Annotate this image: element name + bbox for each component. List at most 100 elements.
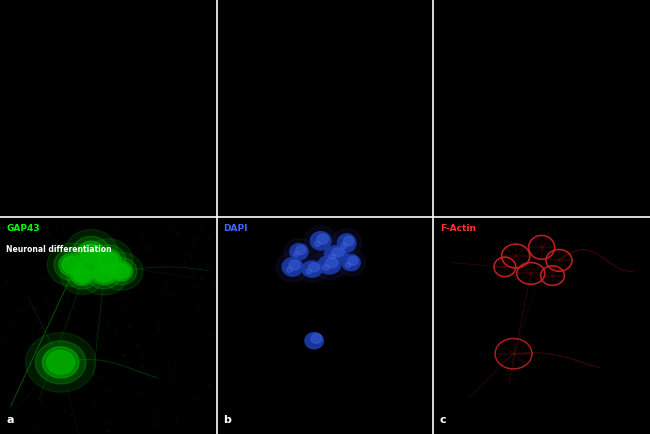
Ellipse shape xyxy=(315,241,320,247)
Point xyxy=(32,304,42,311)
Point xyxy=(127,272,137,279)
Point xyxy=(31,424,42,431)
Point xyxy=(27,341,38,348)
Point xyxy=(187,239,198,246)
Ellipse shape xyxy=(64,230,118,278)
Ellipse shape xyxy=(290,243,308,260)
Point xyxy=(34,376,45,383)
Ellipse shape xyxy=(336,250,366,276)
Ellipse shape xyxy=(332,248,345,257)
Point xyxy=(192,395,203,401)
Ellipse shape xyxy=(304,226,337,256)
Ellipse shape xyxy=(106,258,137,285)
Point xyxy=(170,415,181,422)
Point xyxy=(172,230,183,237)
Ellipse shape xyxy=(343,236,354,246)
Ellipse shape xyxy=(112,263,130,279)
Point xyxy=(60,407,70,414)
Point xyxy=(104,388,114,395)
Point xyxy=(119,303,129,310)
Point xyxy=(144,242,154,249)
Ellipse shape xyxy=(310,232,331,250)
Ellipse shape xyxy=(317,234,328,244)
Ellipse shape xyxy=(73,268,91,283)
Point xyxy=(109,222,119,229)
Point xyxy=(77,233,87,240)
Point xyxy=(170,358,181,365)
Text: GAP43: GAP43 xyxy=(6,224,40,233)
Point xyxy=(124,322,135,329)
Point xyxy=(204,236,214,243)
Point xyxy=(0,246,7,253)
Ellipse shape xyxy=(322,265,330,270)
Point xyxy=(124,289,135,296)
Point xyxy=(188,283,199,289)
Ellipse shape xyxy=(42,347,79,378)
Point xyxy=(166,290,177,297)
Point xyxy=(136,354,147,361)
Ellipse shape xyxy=(72,236,110,272)
Point xyxy=(51,226,61,233)
Ellipse shape xyxy=(318,241,354,267)
Ellipse shape xyxy=(91,245,126,276)
Point xyxy=(63,315,73,322)
Point xyxy=(205,332,216,339)
Point xyxy=(33,325,44,332)
Point xyxy=(94,373,105,380)
Ellipse shape xyxy=(302,261,322,277)
Point xyxy=(0,335,10,342)
Ellipse shape xyxy=(296,256,328,282)
Ellipse shape xyxy=(311,334,322,343)
Point xyxy=(136,363,147,370)
Point xyxy=(78,363,88,370)
Point xyxy=(204,381,214,388)
Point xyxy=(151,421,162,428)
Point xyxy=(210,281,220,288)
Ellipse shape xyxy=(348,256,358,266)
Ellipse shape xyxy=(84,239,133,282)
Ellipse shape xyxy=(62,256,81,273)
Point xyxy=(134,388,144,395)
Ellipse shape xyxy=(67,262,98,289)
Text: c: c xyxy=(440,415,447,425)
Ellipse shape xyxy=(289,260,300,270)
Point xyxy=(193,305,203,312)
Ellipse shape xyxy=(79,252,128,295)
Point xyxy=(150,417,160,424)
Point xyxy=(157,289,168,296)
Point xyxy=(101,426,112,433)
Ellipse shape xyxy=(311,250,348,279)
Ellipse shape xyxy=(286,267,292,273)
Point xyxy=(102,419,112,426)
Point xyxy=(66,412,76,419)
Ellipse shape xyxy=(326,258,338,268)
Point xyxy=(166,224,177,230)
Ellipse shape xyxy=(296,246,306,255)
Point xyxy=(184,251,194,258)
Point xyxy=(71,370,81,377)
Ellipse shape xyxy=(342,254,360,271)
Point xyxy=(36,397,46,404)
Ellipse shape xyxy=(337,234,356,252)
Point xyxy=(157,264,167,271)
Point xyxy=(63,298,73,305)
Ellipse shape xyxy=(110,261,133,281)
Point xyxy=(48,245,58,252)
Ellipse shape xyxy=(54,249,89,280)
Point xyxy=(6,319,16,326)
Point xyxy=(168,368,179,375)
Ellipse shape xyxy=(276,252,309,282)
Point xyxy=(96,340,107,347)
Ellipse shape xyxy=(308,263,320,272)
Ellipse shape xyxy=(47,243,96,286)
Point xyxy=(190,235,201,242)
Ellipse shape xyxy=(71,266,94,286)
Ellipse shape xyxy=(332,228,361,258)
Ellipse shape xyxy=(25,332,96,392)
Ellipse shape xyxy=(318,256,341,274)
Point xyxy=(96,295,107,302)
Point xyxy=(153,319,163,326)
Point xyxy=(101,427,111,434)
Point xyxy=(168,376,179,383)
Point xyxy=(22,392,32,399)
